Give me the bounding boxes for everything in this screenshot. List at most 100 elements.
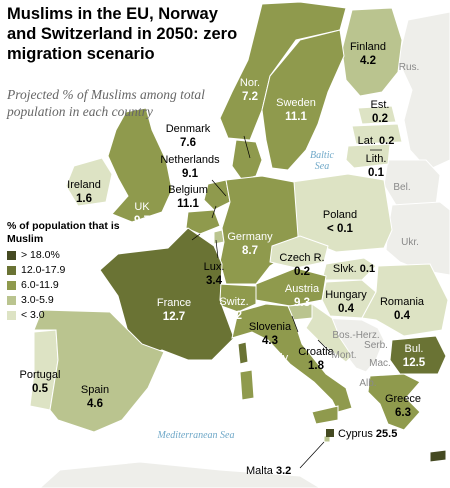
legend-item: < 3.0 xyxy=(7,308,127,322)
country-label-slvk: Slvk. 0.1 xyxy=(333,263,375,275)
country-name-austria: Austria xyxy=(285,283,320,295)
country-name-spain: Spain xyxy=(81,384,109,396)
country-value-hungary: 0.4 xyxy=(338,303,355,315)
country-name-est: Est. xyxy=(371,99,390,111)
country-value: 3.2 xyxy=(276,465,291,477)
france-shape xyxy=(99,227,235,361)
legend-item: 12.0-17.9 xyxy=(7,263,127,277)
country-name-ireland: Ireland xyxy=(67,179,101,191)
country-label-malta: Malta 3.2 xyxy=(246,465,291,477)
romania-shape xyxy=(361,263,449,337)
country-value-poland: < 0.1 xyxy=(327,223,354,235)
spain-shape xyxy=(33,309,165,433)
country-label-lat: Lat. 0.2 xyxy=(358,135,395,147)
legend-item: 6.0-11.9 xyxy=(7,278,127,292)
country-value: 0.1 xyxy=(360,263,375,275)
non-eu-label-bos-herz: Bos.-Herz. xyxy=(332,330,379,341)
sea-label-baltic: Baltic Sea xyxy=(310,150,334,172)
country-name-greece: Greece xyxy=(385,393,421,405)
russia-shape xyxy=(397,11,450,171)
country-name: Lat. xyxy=(358,135,379,147)
country-name: Malta xyxy=(246,465,276,477)
croatia-shape xyxy=(305,303,353,363)
leader-line xyxy=(317,339,331,353)
country-value-italy: 8.3 xyxy=(270,366,286,378)
country-value-ireland: 1.6 xyxy=(76,193,92,205)
netherlands-shape xyxy=(203,179,231,211)
country-value-lux: 3.4 xyxy=(206,275,223,287)
sicily-shape xyxy=(311,405,339,425)
country-name: Slvk. xyxy=(333,263,360,275)
country-value-belgium: 11.1 xyxy=(177,198,199,210)
country-value-switz: 8.2 xyxy=(226,310,242,322)
greece-shape xyxy=(367,373,421,431)
country-value-uk: 9.7 xyxy=(134,215,150,227)
map-title: Muslims in the EU, Norway and Switzerlan… xyxy=(7,5,238,63)
country-value-greece: 6.3 xyxy=(395,407,411,419)
country-name-switz: Switz. xyxy=(219,296,248,308)
lat-shape xyxy=(351,123,403,145)
country-value-spain: 4.6 xyxy=(87,398,103,410)
country-value-est: 0.2 xyxy=(372,113,388,125)
country-value-czech-r: 0.2 xyxy=(294,266,310,278)
legend-swatch xyxy=(7,295,16,305)
map-subtitle: Projected % of Muslims among total popul… xyxy=(7,87,205,119)
legend-item: > 18.0% xyxy=(7,248,127,262)
country-name-romania: Romania xyxy=(380,296,425,308)
cyprus-shape xyxy=(429,449,447,463)
country-value-portugal: 0.5 xyxy=(32,383,49,395)
country-label-cyprus: Cyprus 25.5 xyxy=(338,428,397,440)
legend-title: % of population that is Muslim xyxy=(7,220,120,245)
country-name-portugal: Portugal xyxy=(20,369,61,381)
country-name-sweden: Sweden xyxy=(276,97,316,109)
country-value-bul: 12.5 xyxy=(403,357,426,369)
country-value-lith: 0.1 xyxy=(368,167,385,179)
country-name-slovenia: Slovenia xyxy=(249,321,292,333)
sardinia-shape xyxy=(239,369,255,401)
legend: % of population that is Muslim > 18.0% 1… xyxy=(7,220,127,323)
country-name-bul: Bul. xyxy=(405,343,424,355)
country-name-czech-r: Czech R. xyxy=(279,252,324,264)
bul-shape xyxy=(389,335,447,375)
non-eu-label-rus: Rus. xyxy=(399,62,420,73)
country-value: 0.2 xyxy=(379,135,394,147)
country-name-croatia: Croatia xyxy=(298,346,334,358)
leader-line xyxy=(211,205,217,219)
legend-label: 3.0-5.9 xyxy=(21,294,54,306)
non-eu-label-ukr: Ukr. xyxy=(401,237,419,248)
country-name-france: France xyxy=(157,297,191,309)
leader-line xyxy=(299,441,325,469)
leader-line xyxy=(291,315,299,333)
leader-line xyxy=(211,179,227,197)
leader-line xyxy=(215,239,219,259)
non-eu-label-mont: Mont. xyxy=(331,350,356,361)
legend-label: > 18.0% xyxy=(21,249,60,261)
country-value-denmark: 7.6 xyxy=(180,137,196,149)
country-name-poland: Poland xyxy=(323,209,357,221)
country-shapes xyxy=(29,1,450,488)
country-name-germany: Germany xyxy=(227,231,273,243)
country-name-nor: Nor. xyxy=(240,77,260,89)
ireland-shape xyxy=(65,157,113,207)
country-value-slovenia: 4.3 xyxy=(262,335,278,347)
corsica-shape xyxy=(237,341,249,365)
non-eu-label-mac: Mac. xyxy=(369,358,391,369)
legend-item: 3.0-5.9 xyxy=(7,293,127,307)
sea-label-mediterranean: Mediterranean Sea xyxy=(157,430,235,441)
country-name-netherlands: Netherlands xyxy=(160,154,220,166)
north-africa-shape xyxy=(39,461,321,488)
sweden-shape xyxy=(261,29,345,171)
non-eu-label-bel: Bel. xyxy=(393,182,410,193)
country-value-netherlands: 9.1 xyxy=(182,168,199,180)
italy-shape xyxy=(231,303,353,413)
country-name: Cyprus xyxy=(338,428,376,440)
country-value-finland: 4.2 xyxy=(360,55,376,67)
country-name-lux: Lux. xyxy=(204,261,225,273)
country-name-uk: UK xyxy=(134,201,150,213)
non-eu-label-alb: Alb. xyxy=(359,378,376,389)
est-shape xyxy=(357,105,397,125)
legend-swatch xyxy=(7,310,16,320)
country-name-lith: Lith. xyxy=(366,153,387,165)
leader-line xyxy=(243,135,251,159)
